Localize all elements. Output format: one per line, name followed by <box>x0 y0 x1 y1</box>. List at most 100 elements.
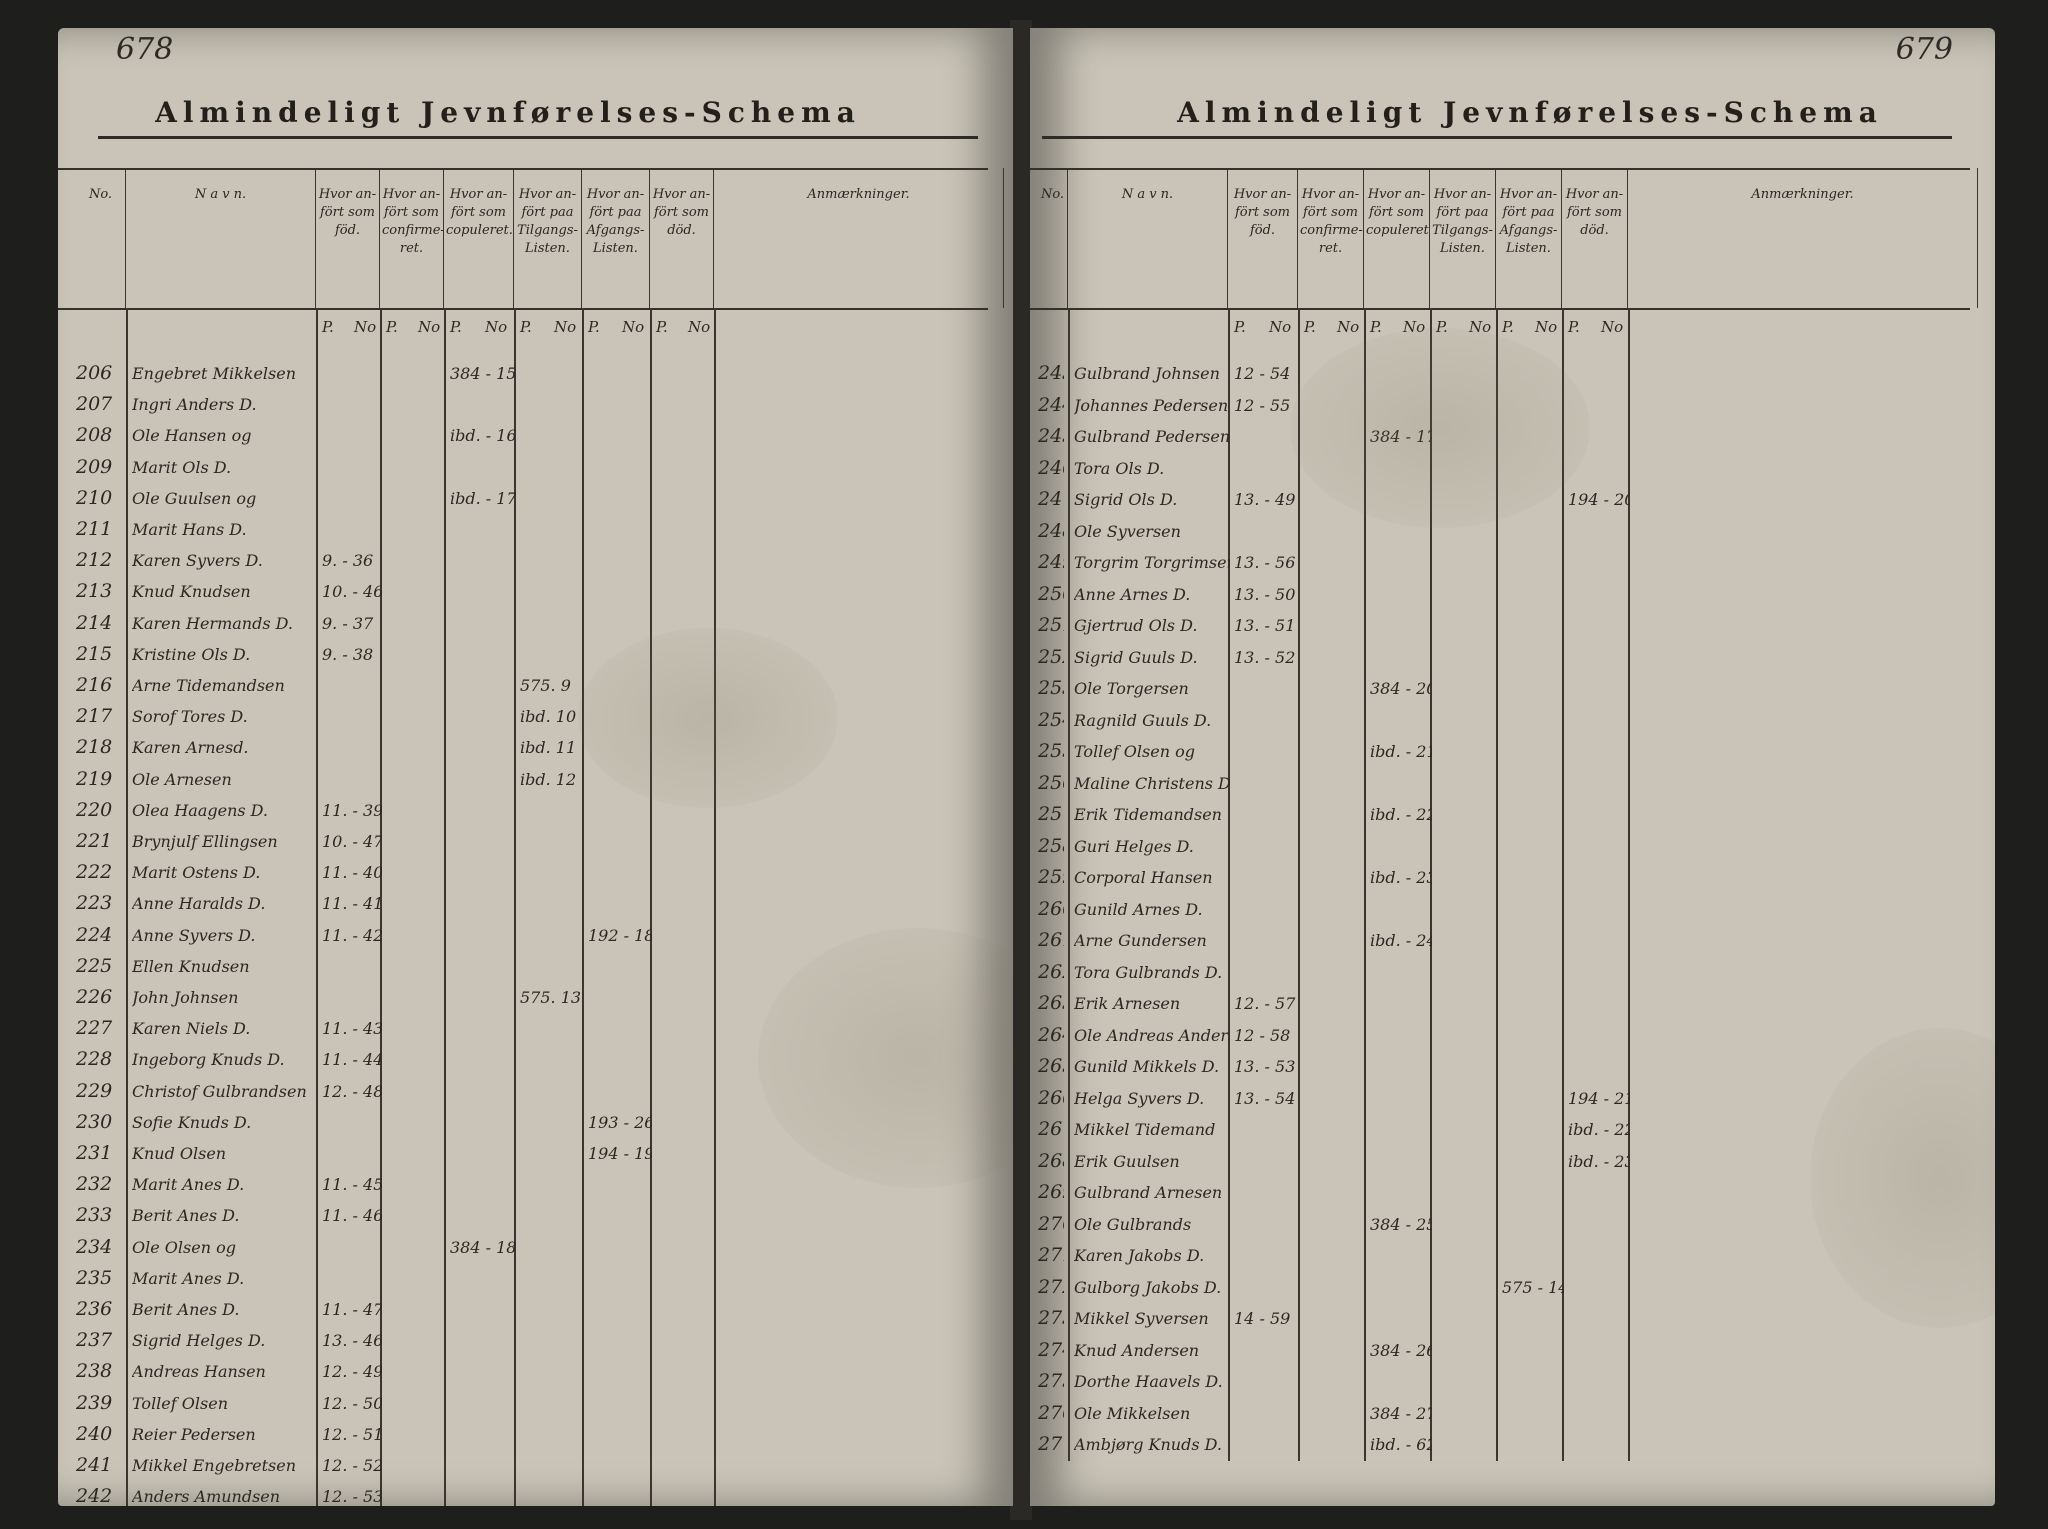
register-row: 231 Knud Olsen 194 - 19 <box>58 1138 988 1169</box>
cell-no: 267 <box>1038 1118 1064 1140</box>
cell-navn: Ole Olsen og <box>132 1237 236 1257</box>
cell-konf <box>1304 1146 1366 1177</box>
sub-header-page: P. <box>322 318 334 336</box>
cell-fodt <box>1234 1335 1300 1366</box>
cell-konf <box>1304 1051 1366 1082</box>
sub-header-page: P. <box>1370 318 1382 336</box>
cell-tilg <box>1436 1114 1498 1145</box>
cell-fodt: 11. - 44 <box>322 1050 382 1070</box>
register-row: 233 Berit Anes D. 11. - 46 <box>58 1200 988 1231</box>
sub-header-page: P. <box>1304 318 1316 336</box>
cell-fodt: 10. - 47 <box>322 832 382 851</box>
cell-navn: Ragnild Guuls D. <box>1074 710 1212 730</box>
cell-fodt <box>322 1107 382 1138</box>
cell-no: 213 <box>76 580 113 603</box>
cell-no: 221 <box>76 830 113 852</box>
cell-no: 223 <box>76 892 113 915</box>
cell-tilg <box>1436 768 1498 799</box>
sub-header-number: No <box>554 318 577 336</box>
cell-fodt: 13. - 49 <box>1234 490 1296 509</box>
cell-no: 209 <box>76 455 113 478</box>
cell-no: 256 <box>1038 771 1064 794</box>
cell-tilg <box>1436 1398 1498 1429</box>
column-divider <box>380 308 382 1506</box>
register-row: 250 Anne Arnes D. 13. - 50 <box>1030 579 1970 610</box>
cell-tilg <box>520 1200 584 1231</box>
column-header-no: No. <box>1038 168 1068 308</box>
cell-afg <box>1502 957 1564 988</box>
cell-no: 263 <box>1038 992 1064 1014</box>
cell-cop <box>1370 1177 1432 1208</box>
cell-navn: Karen Niels D. <box>132 1019 251 1039</box>
column-divider <box>1430 308 1432 1461</box>
column-header-dod: Hvor an-fört som död. <box>1562 168 1628 308</box>
cell-afg <box>588 951 652 982</box>
cell-fodt <box>1234 862 1300 893</box>
cell-fodt <box>1234 799 1300 830</box>
cell-afg <box>1502 768 1564 799</box>
cell-cop <box>450 514 516 545</box>
cell-dod <box>1568 894 1630 925</box>
cell-no: 260 <box>1038 897 1064 920</box>
register-row: 238 Andreas Hansen 12. - 49 <box>58 1356 988 1387</box>
cell-cop: 384 - 20 <box>1370 679 1432 698</box>
cell-tilg <box>1436 673 1498 704</box>
register-row: 215 Kristine Ols D. 9. - 38 <box>58 639 988 670</box>
cell-konf <box>386 670 446 701</box>
column-header-cop: Hvor an-fört som copuleret. <box>444 168 514 308</box>
cell-cop <box>450 1107 516 1138</box>
cell-navn: Helga Syvers D. <box>1074 1088 1205 1108</box>
register-row: 271 Karen Jakobs D. <box>1030 1240 1970 1271</box>
cell-fodt <box>1234 453 1300 484</box>
register-row: 216 Arne Tidemandsen 575. 9 <box>58 670 988 701</box>
register-row: 240 Reier Pedersen 12. - 51 <box>58 1419 988 1450</box>
cell-tilg <box>520 888 584 919</box>
cell-dod <box>656 545 716 576</box>
register-row: 217 Sorof Tores D. ibd. 10 <box>58 701 988 732</box>
cell-afg <box>588 1044 652 1075</box>
cell-no: 243 <box>1038 362 1064 384</box>
cell-konf <box>386 358 446 389</box>
cell-konf <box>1304 1240 1366 1271</box>
cell-konf <box>1304 1429 1366 1460</box>
cell-navn: Ole Hansen og <box>132 426 252 446</box>
cell-fodt: 13. - 46 <box>322 1331 382 1351</box>
cell-fodt: 10. - 46 <box>322 582 382 602</box>
register-row: 225 Ellen Knudsen <box>58 951 988 982</box>
cell-cop <box>450 389 516 420</box>
cell-no: 258 <box>1038 834 1064 857</box>
register-row: 248 Ole Syversen <box>1030 516 1970 547</box>
cell-dod <box>1568 705 1630 736</box>
cell-afg <box>1502 1146 1564 1177</box>
register-row: 242 Anders Amundsen 12. - 53 <box>58 1481 988 1506</box>
cell-konf <box>386 1356 446 1387</box>
register-row: 246 Tora Ols D. <box>1030 453 1970 484</box>
cell-tilg <box>1436 610 1498 641</box>
cell-tilg <box>520 1356 584 1387</box>
cell-tilg <box>520 1294 584 1325</box>
cell-afg <box>588 1325 652 1356</box>
cell-dod <box>656 1107 716 1138</box>
cell-dod <box>1568 862 1630 893</box>
column-header-tilg: Hvor an-fört paa Tilgangs-Listen. <box>1430 168 1496 308</box>
cell-tilg <box>1436 862 1498 893</box>
cell-navn: Engebret Mikkelsen <box>132 364 297 383</box>
cell-fodt: 13. - 56 <box>1234 553 1296 572</box>
cell-tilg <box>1436 547 1498 578</box>
cell-no: 249 <box>1038 551 1064 573</box>
cell-cop <box>450 1356 516 1387</box>
register-row: 226 John Johnsen 575. 13 <box>58 982 988 1013</box>
cell-navn: Erik Guulsen <box>1074 1151 1180 1171</box>
cell-dod <box>1568 1209 1630 1240</box>
cell-konf <box>1304 1398 1366 1429</box>
register-row: 267 Mikkel Tidemand ibd. - 22 <box>1030 1114 1970 1145</box>
cell-tilg <box>1436 642 1498 673</box>
cell-tilg <box>1436 579 1498 610</box>
cell-cop: 384 - 27 <box>1370 1403 1432 1423</box>
cell-no: 220 <box>76 798 113 821</box>
cell-afg <box>588 1419 652 1450</box>
cell-navn: Tora Ols D. <box>1074 458 1165 478</box>
cell-afg <box>588 1450 652 1481</box>
column-header-cop: Hvor an-fört som copuleret. <box>1364 168 1430 308</box>
cell-cop <box>450 1325 516 1356</box>
